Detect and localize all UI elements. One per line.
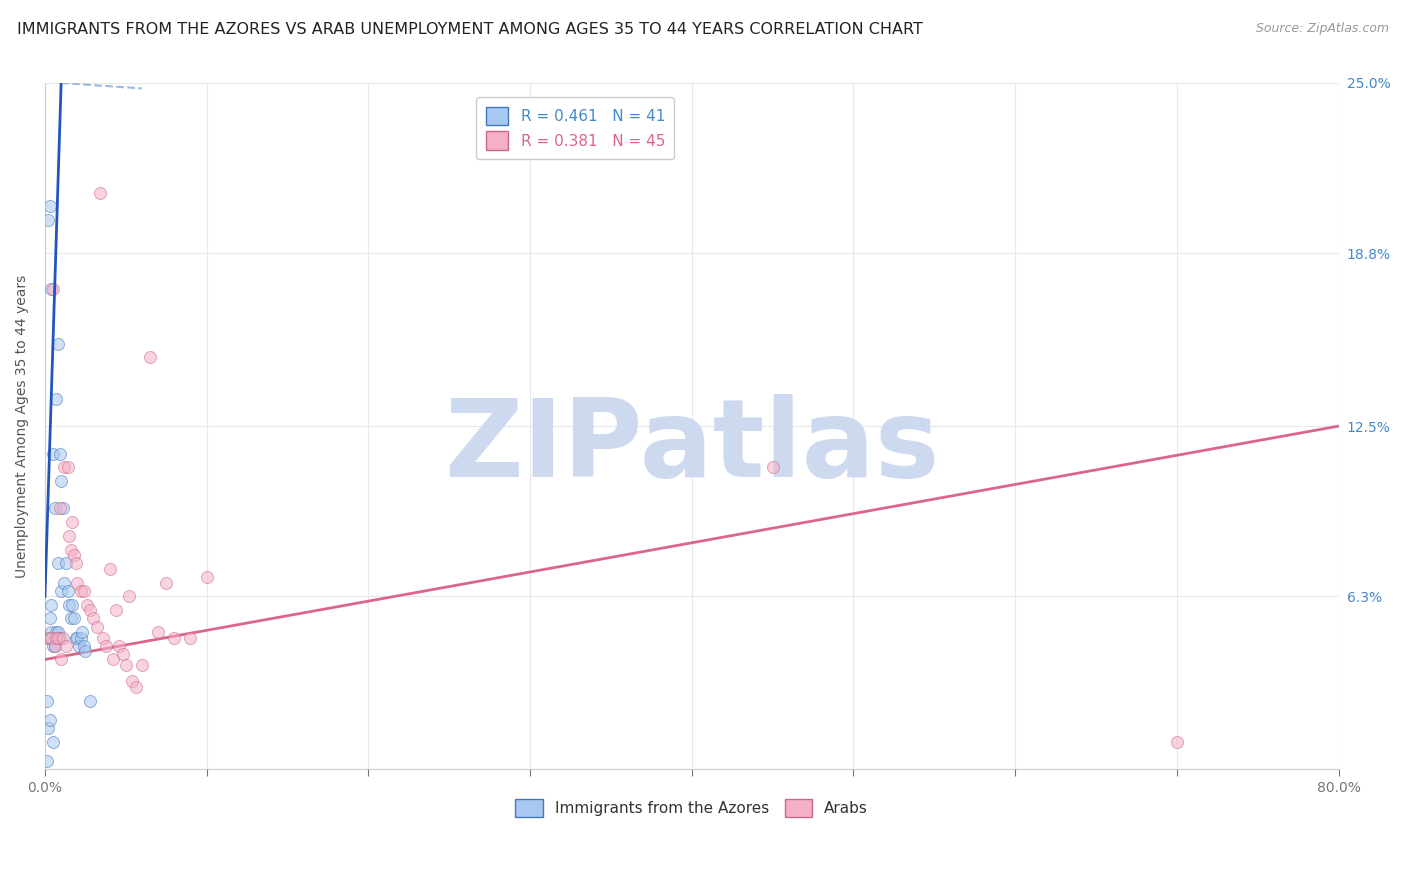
- Point: [44, 639, 66, 653]
- Point: [53, 460, 76, 475]
- Point: [79, 694, 101, 708]
- Point: [55, 639, 77, 653]
- Y-axis label: Unemployment Among Ages 35 to 44 years: Unemployment Among Ages 35 to 44 years: [15, 275, 30, 578]
- Point: [76, 598, 98, 612]
- Point: [73, 583, 96, 598]
- Point: [58, 598, 80, 612]
- Point: [108, 639, 131, 653]
- Text: ZIPatlas: ZIPatlas: [444, 393, 939, 500]
- Point: [762, 460, 785, 475]
- Point: [38, 611, 60, 625]
- Point: [48, 501, 70, 516]
- Point: [62, 598, 84, 612]
- Point: [42, 446, 65, 460]
- Point: [53, 575, 76, 590]
- Point: [49, 652, 72, 666]
- Point: [131, 657, 153, 672]
- Point: [44, 501, 66, 516]
- Point: [46, 557, 69, 571]
- Point: [65, 557, 87, 571]
- Point: [155, 575, 177, 590]
- Point: [59, 542, 82, 557]
- Point: [101, 652, 124, 666]
- Point: [55, 557, 77, 571]
- Point: [70, 625, 93, 640]
- Point: [66, 631, 89, 645]
- Point: [45, 625, 67, 640]
- Point: [98, 562, 121, 576]
- Point: [139, 351, 162, 365]
- Point: [42, 735, 65, 749]
- Point: [62, 515, 84, 529]
- Point: [49, 474, 72, 488]
- Point: [146, 625, 169, 640]
- Point: [41, 598, 63, 612]
- Point: [195, 570, 218, 584]
- Point: [45, 631, 67, 645]
- Point: [96, 639, 118, 653]
- Point: [82, 611, 104, 625]
- Point: [105, 603, 128, 617]
- Point: [45, 392, 67, 406]
- Point: [56, 583, 79, 598]
- Point: [35, 754, 58, 768]
- Point: [42, 282, 65, 296]
- Point: [49, 583, 72, 598]
- Point: [63, 548, 86, 562]
- Point: [41, 631, 63, 645]
- Point: [41, 625, 63, 640]
- Point: [86, 619, 108, 633]
- Point: [65, 631, 87, 645]
- Point: [46, 336, 69, 351]
- Point: [118, 590, 141, 604]
- Point: [73, 639, 96, 653]
- Point: [41, 282, 63, 296]
- Point: [114, 657, 136, 672]
- Point: [1166, 735, 1188, 749]
- Point: [35, 694, 58, 708]
- Point: [79, 603, 101, 617]
- Point: [58, 529, 80, 543]
- Point: [38, 631, 60, 645]
- Point: [37, 213, 59, 227]
- Point: [89, 186, 111, 200]
- Point: [46, 625, 69, 640]
- Point: [48, 446, 70, 460]
- Point: [69, 631, 91, 645]
- Point: [69, 583, 91, 598]
- Point: [121, 674, 143, 689]
- Point: [66, 575, 89, 590]
- Point: [75, 644, 97, 658]
- Legend: Immigrants from the Azores, Arabs: Immigrants from the Azores, Arabs: [509, 793, 875, 823]
- Point: [37, 721, 59, 735]
- Point: [42, 639, 65, 653]
- Point: [44, 639, 66, 653]
- Text: Source: ZipAtlas.com: Source: ZipAtlas.com: [1256, 22, 1389, 36]
- Point: [48, 631, 70, 645]
- Point: [38, 713, 60, 727]
- Point: [38, 199, 60, 213]
- Point: [67, 639, 90, 653]
- Point: [63, 611, 86, 625]
- Point: [91, 631, 114, 645]
- Point: [124, 680, 146, 694]
- Point: [59, 611, 82, 625]
- Point: [56, 460, 79, 475]
- Point: [111, 647, 134, 661]
- Point: [37, 631, 59, 645]
- Point: [179, 631, 201, 645]
- Point: [52, 501, 75, 516]
- Point: [46, 631, 69, 645]
- Point: [52, 631, 75, 645]
- Text: IMMIGRANTS FROM THE AZORES VS ARAB UNEMPLOYMENT AMONG AGES 35 TO 44 YEARS CORREL: IMMIGRANTS FROM THE AZORES VS ARAB UNEMP…: [17, 22, 922, 37]
- Point: [163, 631, 186, 645]
